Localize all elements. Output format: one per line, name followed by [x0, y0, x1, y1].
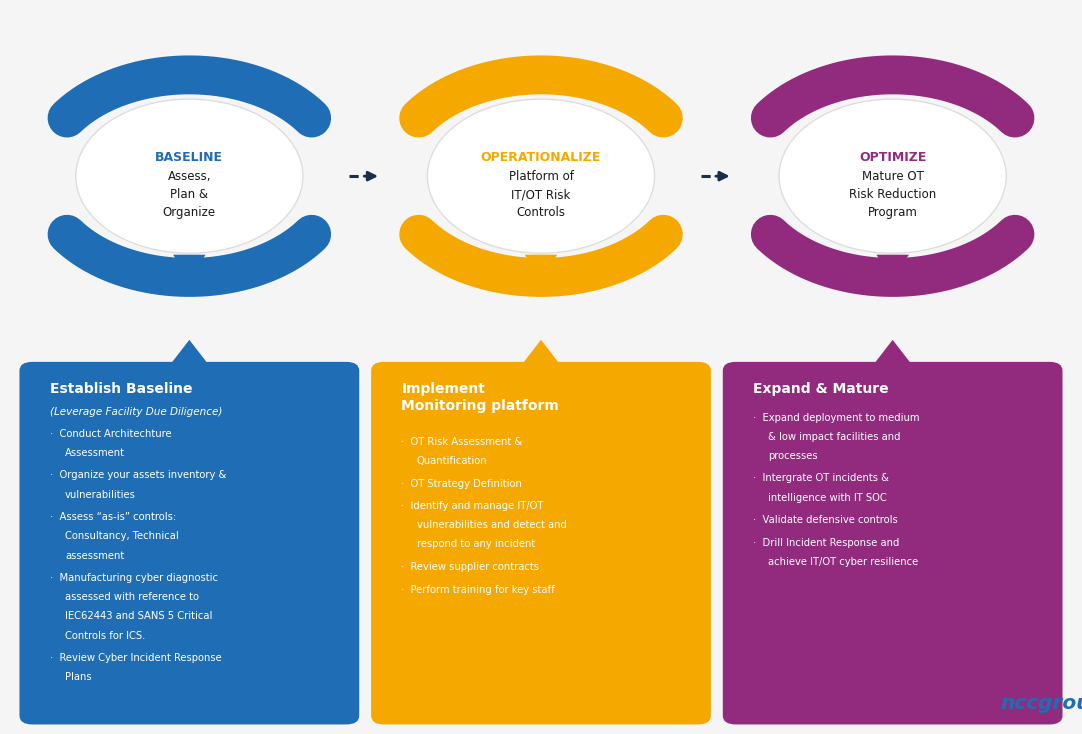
Text: intelligence with IT SOC: intelligence with IT SOC: [768, 493, 887, 503]
Text: Establish Baseline: Establish Baseline: [50, 382, 193, 396]
Text: ·  Validate defensive controls: · Validate defensive controls: [753, 515, 898, 526]
Text: ·  Identify and manage IT/OT: · Identify and manage IT/OT: [401, 501, 544, 512]
Polygon shape: [404, 107, 430, 128]
Text: Platform of
IT/OT Risk
Controls: Platform of IT/OT Risk Controls: [509, 170, 573, 219]
Text: ·  Expand deployment to medium: · Expand deployment to medium: [753, 413, 920, 423]
Polygon shape: [876, 255, 909, 280]
Text: ·  OT Strategy Definition: · OT Strategy Definition: [401, 479, 523, 489]
Text: IEC62443 and SANS 5 Critical: IEC62443 and SANS 5 Critical: [65, 611, 212, 622]
Polygon shape: [52, 224, 78, 245]
Polygon shape: [755, 224, 781, 245]
Text: ·  Assess “as-is” controls:: · Assess “as-is” controls:: [50, 512, 176, 523]
Polygon shape: [870, 340, 915, 369]
Text: vulnerabilities: vulnerabilities: [65, 490, 136, 500]
FancyBboxPatch shape: [723, 362, 1063, 724]
Text: assessed with reference to: assessed with reference to: [65, 592, 199, 603]
Text: ·  Review supplier contracts: · Review supplier contracts: [401, 562, 540, 573]
FancyBboxPatch shape: [19, 362, 359, 724]
Circle shape: [76, 99, 303, 253]
Text: Controls for ICS.: Controls for ICS.: [65, 631, 145, 641]
Text: processes: processes: [768, 451, 818, 461]
Text: OPTIMIZE: OPTIMIZE: [859, 151, 926, 164]
Text: Expand & Mature: Expand & Mature: [753, 382, 888, 396]
Text: Quantification: Quantification: [417, 456, 487, 466]
Text: Assessment: Assessment: [65, 448, 124, 458]
Text: nccgroup: nccgroup: [1001, 694, 1082, 713]
Text: ·  Manufacturing cyber diagnostic: · Manufacturing cyber diagnostic: [50, 573, 217, 584]
Text: ·  Review Cyber Incident Response: · Review Cyber Incident Response: [50, 653, 222, 664]
Text: BASELINE: BASELINE: [156, 151, 223, 164]
Text: Assess,
Plan &
Organize: Assess, Plan & Organize: [162, 170, 216, 219]
Text: achieve IT/OT cyber resilience: achieve IT/OT cyber resilience: [768, 557, 919, 567]
Text: ·  OT Risk Assessment &: · OT Risk Assessment &: [401, 437, 523, 447]
Text: Mature OT
Risk Reduction
Program: Mature OT Risk Reduction Program: [849, 170, 936, 219]
Polygon shape: [755, 107, 781, 128]
Polygon shape: [525, 255, 557, 280]
Text: ·  Intergrate OT incidents &: · Intergrate OT incidents &: [753, 473, 889, 484]
Polygon shape: [167, 340, 212, 369]
Polygon shape: [404, 224, 430, 245]
Text: ·  Drill Incident Response and: · Drill Incident Response and: [753, 538, 899, 548]
Text: Implement
Monitoring platform: Implement Monitoring platform: [401, 382, 559, 413]
Text: (Leverage Facility Due Diligence): (Leverage Facility Due Diligence): [50, 407, 222, 417]
Text: ·  Perform training for key staff: · Perform training for key staff: [401, 585, 555, 595]
FancyBboxPatch shape: [371, 362, 711, 724]
Polygon shape: [52, 107, 78, 128]
Text: assessment: assessment: [65, 550, 124, 561]
Circle shape: [427, 99, 655, 253]
Text: ·  Organize your assets inventory &: · Organize your assets inventory &: [50, 470, 226, 481]
Circle shape: [779, 99, 1006, 253]
Text: vulnerabilities and detect and: vulnerabilities and detect and: [417, 520, 567, 531]
Polygon shape: [173, 255, 206, 280]
Text: Plans: Plans: [65, 672, 92, 683]
Polygon shape: [518, 340, 564, 369]
Text: OPERATIONALIZE: OPERATIONALIZE: [480, 151, 602, 164]
Text: ·  Conduct Architechture: · Conduct Architechture: [50, 429, 171, 439]
Text: respond to any incident: respond to any incident: [417, 539, 535, 550]
Text: Consultancy, Technical: Consultancy, Technical: [65, 531, 179, 542]
Text: & low impact facilities and: & low impact facilities and: [768, 432, 900, 442]
